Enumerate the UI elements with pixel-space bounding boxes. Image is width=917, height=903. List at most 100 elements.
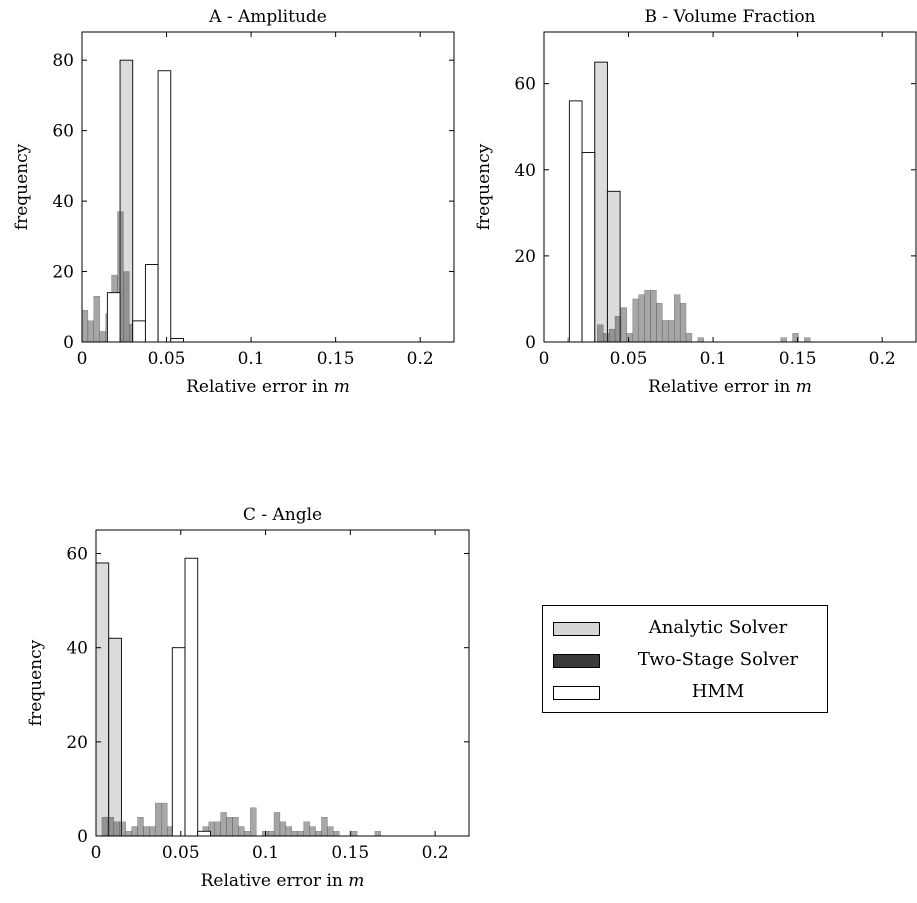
bar-twostage-b-12 [650,290,657,343]
chart-c: 0 0.05 0.1 0.15 0.2 0 20 40 60 C - Angle Relative … [26,505,470,891]
legend-swatch-hmm [553,686,600,700]
x-axis-label-b: Relative error in m [648,377,812,397]
bar-twostage-b-11 [644,290,651,343]
ytick-label-c-2: 40 [66,639,88,659]
bar-twostage-c-33 [303,821,310,837]
legend: Analytic Solver Two-Stage Solver HMM [542,605,828,713]
bar-twostage-c-37 [327,826,334,837]
bar-hmm-c-0 [171,647,186,837]
series-twostage-c [101,802,381,837]
bar-analytic-b-0 [594,61,608,343]
ytick-label-a-0: 0 [63,333,74,353]
bar-twostage-c-30 [285,826,292,837]
bar-twostage-b-15 [668,320,675,343]
chart-a: 0 0.05 0.1 0.15 0.2 0 20 40 60 80 A - Amplitude Rel… [12,7,455,397]
bar-twostage-c-29 [279,821,287,837]
bar-twostage-b-17 [679,303,687,343]
bar-twostage-c-7 [143,826,150,837]
xtick-label-c-2: 0.1 [252,843,279,863]
bar-twostage-b-3 [597,324,604,343]
ytick-label-a-3: 60 [52,122,74,142]
bar-twostage-c-31 [291,831,298,837]
bar-twostage-c-27 [267,831,275,837]
bar-twostage-a-1 [87,320,94,343]
bar-twostage-c-5 [131,826,138,837]
bar-twostage-b-22 [804,337,811,343]
ytick-label-b-3: 60 [514,75,536,95]
y-axis-label-c: frequency [26,639,46,726]
bar-analytic-c-1 [108,637,122,837]
bar-twostage-c-21 [226,817,233,837]
bar-twostage-b-19 [697,337,704,343]
bar-hmm-a-1 [132,320,146,343]
bar-hmm-a-3 [157,70,172,343]
series-hmm-b [568,100,596,343]
bar-analytic-c-0 [95,562,110,837]
bar-hmm-b-1 [581,152,596,343]
bar-hmm-a-2 [144,264,159,343]
bar-twostage-c-20 [220,812,227,837]
bar-twostage-c-9 [155,802,162,837]
legend-label-hmm: HMM [691,681,745,702]
series-analytic-c [95,562,122,837]
legend-item-twostage: Two-Stage Solver [553,648,823,672]
ytick-label-c-0: 0 [77,827,88,847]
bar-twostage-c-35 [315,831,322,837]
bar-twostage-b-7 [620,307,628,343]
y-axis-label-a: frequency [12,143,32,230]
bar-twostage-b-4 [603,333,610,343]
series-hmm-a [106,70,184,343]
ytick-label-b-1: 20 [514,247,536,267]
xtick-label-a-2: 0.1 [238,349,265,369]
legend-item-analytic: Analytic Solver [553,616,823,640]
bar-twostage-c-39 [351,831,358,837]
bar-twostage-c-1 [107,817,114,837]
ytick-label-a-1: 20 [52,263,74,283]
bar-twostage-a-7 [123,271,130,343]
xtick-label-c-1: 0.05 [162,843,200,863]
xtick-label-b-2: 0.1 [700,349,727,369]
bar-twostage-c-2 [113,821,120,837]
x-axis-label-a: Relative error in m [186,377,350,397]
bar-twostage-b-13 [656,303,663,343]
bar-twostage-c-36 [321,817,328,837]
chart-title-a: A - Amplitude [208,7,327,27]
plot-frame-a [81,31,455,343]
bar-twostage-b-18 [685,333,693,343]
bar-twostage-c-34 [309,826,316,837]
ytick-label-a-4: 80 [52,51,74,71]
bar-hmm-a-0 [106,292,121,343]
xtick-label-c-4: 0.2 [422,843,449,863]
xtick-label-a-3: 0.15 [317,349,355,369]
series-hmm-c [171,557,211,837]
ytick-label-b-0: 0 [525,333,536,353]
xtick-label-c-0: 0 [91,843,102,863]
bar-twostage-b-20 [780,337,787,343]
chart-b: 0 0.05 0.1 0.15 0.2 0 20 40 60 B - Volume Fractio… [474,7,917,397]
xtick-label-a-0: 0 [77,349,88,369]
x-axis-label-c: Relative error in m [201,871,365,891]
bar-twostage-b-8 [626,333,633,343]
bar-twostage-c-8 [149,826,156,837]
bar-twostage-c-6 [137,817,144,837]
bar-twostage-c-40 [374,831,381,837]
legend-label-twostage: Two-Stage Solver [637,649,799,670]
bar-twostage-b-5 [608,328,616,343]
ytick-label-a-2: 40 [52,192,74,212]
bar-twostage-b-16 [674,294,681,343]
chart-title-b: B - Volume Fraction [645,7,816,27]
ytick-label-b-2: 40 [514,161,536,181]
xtick-label-b-1: 0.05 [610,349,648,369]
bar-twostage-b-6 [614,316,622,343]
bar-twostage-c-4 [125,831,132,837]
series-twostage-b [567,290,811,343]
bar-twostage-a-3 [99,331,106,343]
bar-hmm-c-1 [184,557,199,837]
bar-twostage-b-14 [662,320,669,343]
xtick-label-c-3: 0.15 [331,843,369,863]
bar-twostage-c-3 [119,821,126,837]
bar-twostage-a-2 [93,296,100,343]
bar-twostage-c-32 [297,831,304,837]
xtick-label-b-4: 0.2 [869,349,896,369]
